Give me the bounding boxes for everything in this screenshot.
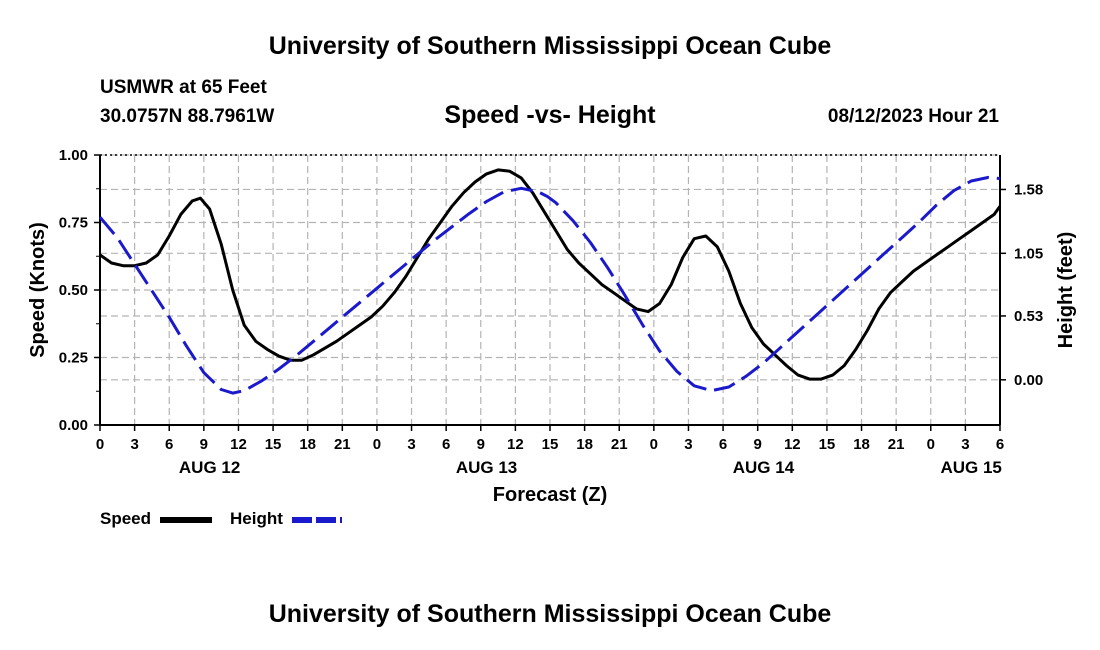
chart-title: Speed -vs- Height xyxy=(444,101,656,129)
forecast-datetime: 08/12/2023 Hour 21 xyxy=(827,106,999,127)
x-day-label: AUG 13 xyxy=(456,458,517,477)
y-axis-label-right: Height (feet) xyxy=(1055,232,1077,349)
y-tick-label-left: 1.00 xyxy=(59,147,88,164)
y-tick-label-left: 0.75 xyxy=(59,215,88,232)
x-axis-label: Forecast (Z) xyxy=(493,484,607,506)
x-tick-label: 9 xyxy=(200,436,208,453)
x-tick-label: 9 xyxy=(754,436,762,453)
y-tick-label-left: 0.50 xyxy=(59,282,88,299)
x-tick-label: 0 xyxy=(373,436,381,453)
y-tick-label-right: 0.00 xyxy=(1014,372,1043,389)
x-tick-label: 0 xyxy=(96,436,104,453)
x-tick-label: 3 xyxy=(961,436,969,453)
x-tick-label: 6 xyxy=(719,436,727,453)
x-tick-label: 18 xyxy=(576,436,593,453)
y-tick-label-left: 0.25 xyxy=(59,350,88,367)
station-name: USMWR at 65 Feet xyxy=(100,77,267,98)
x-tick-label: 0 xyxy=(927,436,935,453)
y-tick-label-right: 1.05 xyxy=(1014,245,1043,262)
x-tick-label: 3 xyxy=(130,436,138,453)
x-day-label: AUG 12 xyxy=(179,458,240,477)
y-tick-label-left: 0.00 xyxy=(59,417,88,434)
x-tick-label: 0 xyxy=(650,436,658,453)
x-tick-label: 6 xyxy=(442,436,450,453)
x-tick-label: 21 xyxy=(888,436,905,453)
y-tick-label-right: 0.53 xyxy=(1014,308,1043,325)
x-day-label: AUG 15 xyxy=(940,458,1001,477)
x-tick-label: 15 xyxy=(265,436,282,453)
x-tick-label: 15 xyxy=(819,436,836,453)
page-title-bottom: University of Southern Mississippi Ocean… xyxy=(268,600,832,628)
x-tick-label: 21 xyxy=(611,436,628,453)
x-tick-label: 15 xyxy=(542,436,559,453)
series-line-height xyxy=(98,175,1001,395)
x-tick-label: 3 xyxy=(407,436,415,453)
legend-height-swatch xyxy=(292,517,342,523)
legend-speed-swatch xyxy=(160,517,212,523)
station-coords: 30.0757N 88.7961W xyxy=(100,106,275,127)
y-axis-label-left: Speed (Knots) xyxy=(27,222,49,358)
page-title-top: University of Southern Mississippi Ocean… xyxy=(268,32,832,60)
x-tick-label: 18 xyxy=(299,436,316,453)
y-tick-label-right: 1.58 xyxy=(1014,181,1043,198)
x-tick-label: 3 xyxy=(684,436,692,453)
x-tick-label: 6 xyxy=(996,436,1004,453)
legend-height-label: Height xyxy=(230,509,283,528)
x-tick-label: 12 xyxy=(507,436,524,453)
series-line-speed xyxy=(99,168,1002,381)
x-day-label: AUG 14 xyxy=(733,458,795,477)
x-tick-label: 12 xyxy=(230,436,247,453)
x-tick-label: 9 xyxy=(477,436,485,453)
legend-speed-label: Speed xyxy=(100,509,152,528)
x-tick-label: 21 xyxy=(334,436,351,453)
x-tick-label: 6 xyxy=(165,436,173,453)
x-tick-label: 12 xyxy=(784,436,801,453)
x-tick-label: 18 xyxy=(853,436,870,453)
